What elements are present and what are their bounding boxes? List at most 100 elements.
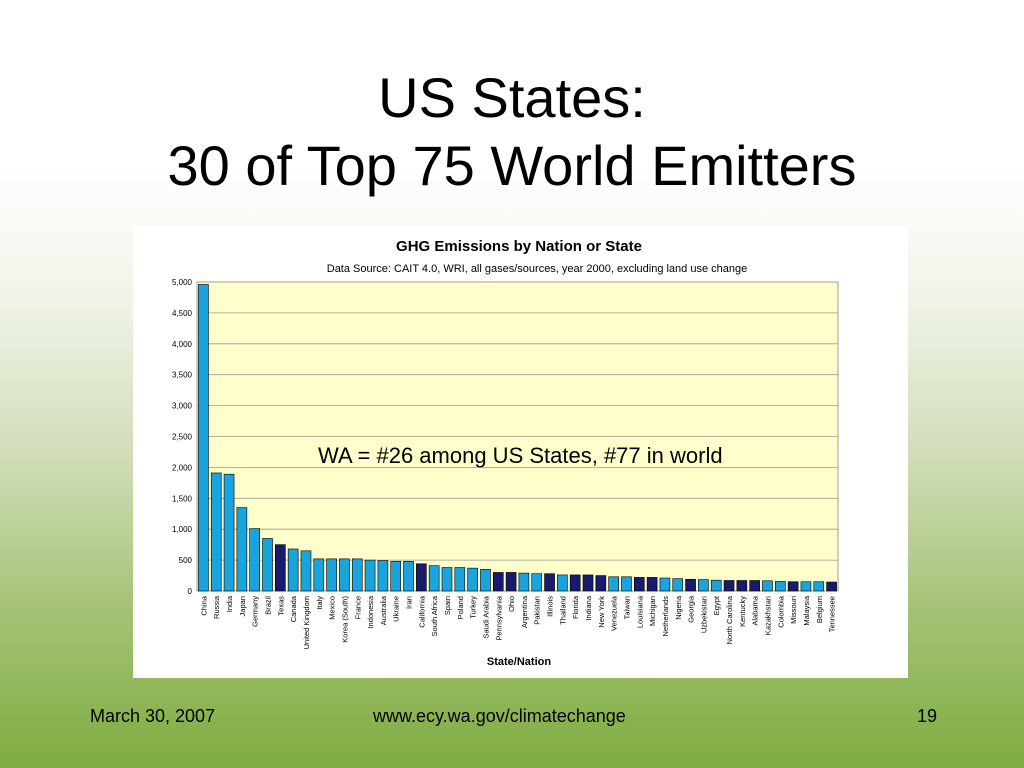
bar xyxy=(505,572,517,592)
x-tick-label: Florida xyxy=(571,595,580,619)
slide-title: US States: 30 of Top 75 World Emitters xyxy=(0,64,1024,200)
bar xyxy=(557,574,568,592)
x-tick-label: Missouri xyxy=(789,596,798,624)
x-axis: China Russia India Japan Germany Brazil Texas C… xyxy=(199,595,836,649)
bar xyxy=(403,561,414,592)
bar xyxy=(326,558,337,592)
bar xyxy=(582,574,594,592)
x-tick-label: Nigeria xyxy=(674,595,683,620)
bar xyxy=(736,580,748,592)
x-tick-label: Georgia xyxy=(687,595,696,623)
footer-date: March 30, 2007 xyxy=(90,706,216,726)
x-tick-label: Ohio xyxy=(507,596,516,612)
bar xyxy=(698,579,709,592)
bar xyxy=(659,577,671,592)
x-axis-title: State/Nation xyxy=(487,656,551,668)
x-tick-label: Australia xyxy=(379,595,388,625)
x-tick-label: France xyxy=(353,596,362,619)
bars xyxy=(198,284,837,592)
y-axis: 0 500 1,000 1,500 2,000 2,500 3,000 3,500 4,000 4… xyxy=(172,278,193,596)
chart-title: GHG Emissions by Nation or State xyxy=(396,238,642,255)
x-tick-label: Germany xyxy=(251,596,260,627)
x-tick-label: Poland xyxy=(456,596,465,619)
x-tick-label: Italy xyxy=(315,596,324,610)
y-tick-label: 2,500 xyxy=(172,433,193,442)
x-tick-label: Pakistan xyxy=(533,596,542,625)
x-tick-label: Louisiana xyxy=(635,595,644,628)
bar xyxy=(377,560,389,592)
x-tick-label: Argentina xyxy=(520,595,529,628)
x-tick-label: Spain xyxy=(443,596,452,615)
x-tick-label: Egypt xyxy=(712,595,721,615)
x-tick-label: Korea (South) xyxy=(340,596,349,643)
x-tick-label: Tennessee xyxy=(828,596,837,632)
slide-title-line1: US States: xyxy=(378,66,646,129)
y-tick-label: 5,000 xyxy=(172,278,193,287)
bar xyxy=(749,580,760,592)
x-tick-label: Alabama xyxy=(751,595,760,625)
bar xyxy=(672,578,684,592)
x-tick-label: Mexico xyxy=(328,596,337,620)
y-tick-label: 4,500 xyxy=(172,309,193,318)
bar xyxy=(249,528,260,592)
x-tick-label: New York xyxy=(597,596,606,628)
y-tick-label: 3,500 xyxy=(172,371,193,380)
x-tick-label: Ukraine xyxy=(392,596,401,622)
x-tick-label: South Africa xyxy=(430,595,439,636)
bar xyxy=(518,572,530,592)
bar xyxy=(223,473,235,592)
x-tick-label: North Carolina xyxy=(725,595,734,644)
y-tick-label: 3,000 xyxy=(172,402,193,411)
x-tick-label: Kazakhstan xyxy=(763,596,772,635)
y-tick-label: 4,000 xyxy=(172,340,193,349)
bar xyxy=(467,567,478,592)
bar xyxy=(364,559,376,592)
slide-title-line2: 30 of Top 75 World Emitters xyxy=(167,134,857,197)
x-tick-label: California xyxy=(417,595,426,628)
bar xyxy=(351,558,363,592)
x-tick-label: Japan xyxy=(238,596,247,616)
bar xyxy=(492,572,504,592)
bar xyxy=(441,567,453,592)
x-tick-label: Canada xyxy=(289,595,298,622)
x-tick-label: China xyxy=(199,595,208,615)
x-tick-label: India xyxy=(225,595,234,612)
bar xyxy=(787,581,799,592)
bar xyxy=(569,574,581,592)
bar xyxy=(775,581,786,592)
x-tick-label: Turkey xyxy=(469,596,478,619)
bar xyxy=(595,575,607,592)
bar xyxy=(800,581,812,592)
x-tick-label: Texas xyxy=(276,596,285,616)
x-tick-label: Illinois xyxy=(546,596,555,617)
bar xyxy=(313,558,325,592)
bar xyxy=(428,565,440,592)
gridlines xyxy=(197,312,838,561)
bar xyxy=(262,538,273,592)
emissions-bar-chart: GHG Emissions by Nation or State Data So… xyxy=(172,238,839,668)
bar xyxy=(646,577,658,592)
bar xyxy=(236,507,248,592)
washington-annotation: WA = #26 among US States, #77 in world xyxy=(318,443,723,468)
x-tick-label: Indonesia xyxy=(366,595,375,628)
y-tick-label: 1,000 xyxy=(172,525,193,534)
bar xyxy=(723,580,735,592)
x-tick-label: United Kingdom xyxy=(302,596,311,649)
y-tick-label: 2,000 xyxy=(172,463,193,472)
footer-page-number: 19 xyxy=(917,706,938,726)
bar xyxy=(608,576,619,592)
x-tick-label: Russia xyxy=(212,595,221,619)
y-tick-label: 500 xyxy=(179,556,193,565)
x-tick-label: Netherlands xyxy=(661,596,670,637)
x-tick-label: Colombia xyxy=(776,595,785,628)
bar xyxy=(480,569,491,592)
bar xyxy=(454,567,466,592)
x-tick-label: Brazil xyxy=(264,596,273,615)
x-tick-label: Indiana xyxy=(584,595,593,620)
bar xyxy=(762,580,773,592)
bar xyxy=(813,581,825,592)
x-tick-label: Belgium xyxy=(815,596,824,623)
x-tick-label: Thailand xyxy=(558,596,567,625)
bar xyxy=(531,573,543,592)
bar xyxy=(287,548,299,592)
